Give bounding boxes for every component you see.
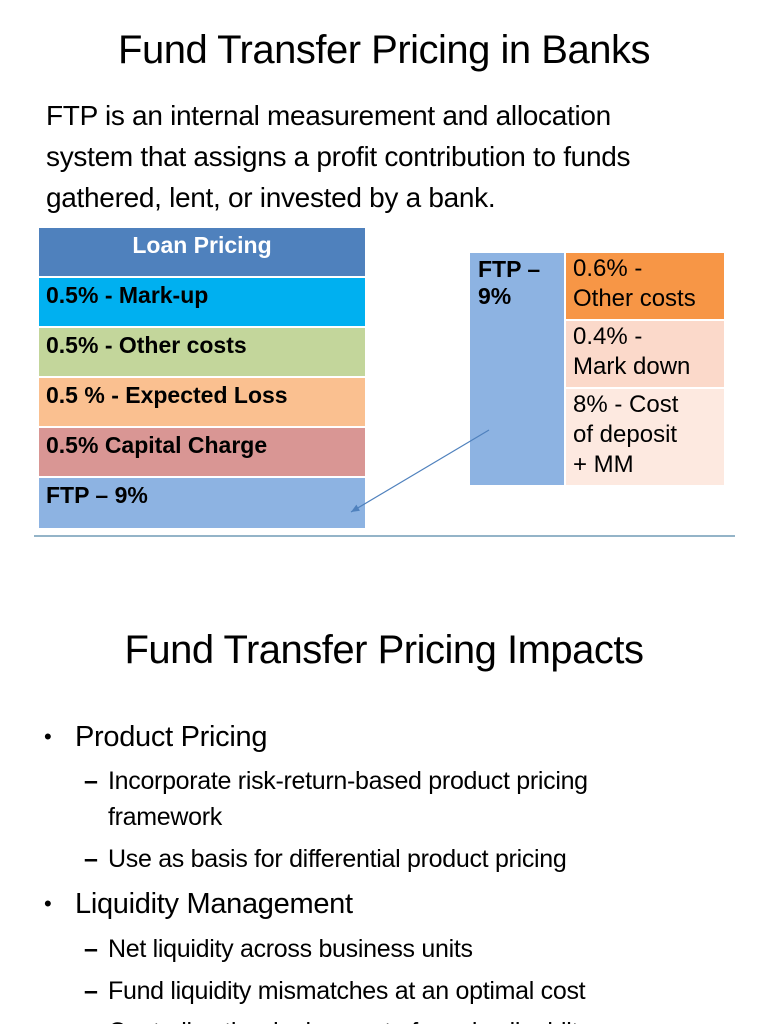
dash-icon: – <box>84 977 98 1005</box>
sub-bullet: Net liquidity across business units <box>108 935 473 963</box>
dash-icon: – <box>84 1014 98 1024</box>
loan-row-capital-charge: 0.5% Capital Charge <box>39 428 365 478</box>
slide-divider <box>34 535 735 537</box>
ftp-cell-line: of deposit <box>573 421 678 448</box>
ftp-cell-line: Mark down <box>573 353 691 380</box>
ftp-cell-line: 0.6% - <box>573 255 643 282</box>
loan-pricing-header: Loan Pricing <box>39 228 365 278</box>
dash-icon: – <box>84 845 98 873</box>
intro-line: system that assigns a profit contributio… <box>46 141 631 172</box>
ftp-cell-line: + MM <box>573 451 634 478</box>
intro-line: gathered, lent, or invested by a bank. <box>46 182 496 213</box>
ftp-cell-line: 0.4% - <box>573 323 643 350</box>
ftp-total-cell: FTP – 9% <box>470 253 566 485</box>
ftp-cell-line: 8% - Cost <box>573 391 679 418</box>
sub-bullet-continued: framework <box>108 803 222 831</box>
dash-icon: – <box>84 767 98 795</box>
slide-title-ftp-in-banks: Fund Transfer Pricing in Banks <box>118 28 650 72</box>
dash-icon: – <box>84 935 98 963</box>
sub-bullet: Centralize the deployment of surplus liq… <box>108 1014 591 1024</box>
ftp-cell-mark-down: 0.4% - Mark down <box>566 321 724 389</box>
bullet-icon: • <box>44 724 52 749</box>
bullet-liquidity-management: Liquidity Management <box>75 888 353 920</box>
loan-pricing-table: Loan Pricing 0.5% - Mark-up 0.5% - Other… <box>39 228 365 528</box>
ftp-cell-line: Other costs <box>573 285 696 312</box>
loan-row-ftp: FTP – 9% <box>39 478 365 528</box>
sub-bullet: Use as basis for differential product pr… <box>108 845 567 873</box>
ftp-total-value: 9% <box>478 283 512 309</box>
loan-row-markup: 0.5% - Mark-up <box>39 278 365 328</box>
sub-bullet: Fund liquidity mismatches at an optimal … <box>108 977 586 1005</box>
bullet-product-pricing: Product Pricing <box>75 721 268 753</box>
ftp-total-label: FTP – <box>478 256 541 282</box>
ftp-cell-other-costs: 0.6% - Other costs <box>566 253 724 321</box>
loan-row-other-costs: 0.5% - Other costs <box>39 328 365 378</box>
loan-row-expected-loss: 0.5 % - Expected Loss <box>39 378 365 428</box>
ftp-cell-cost-of-deposit: 8% - Cost of deposit + MM <box>566 389 724 485</box>
intro-paragraph: FTP is an internal measurement and alloc… <box>46 95 746 218</box>
ftp-breakdown-table: FTP – 9% 0.6% - Other costs 0.4% - Mark … <box>470 253 724 485</box>
sub-bullet: Incorporate risk-return-based product pr… <box>108 767 588 795</box>
bullet-icon: • <box>44 891 52 916</box>
intro-line: FTP is an internal measurement and alloc… <box>46 100 611 131</box>
slide-title-ftp-impacts: Fund Transfer Pricing Impacts <box>124 628 644 672</box>
